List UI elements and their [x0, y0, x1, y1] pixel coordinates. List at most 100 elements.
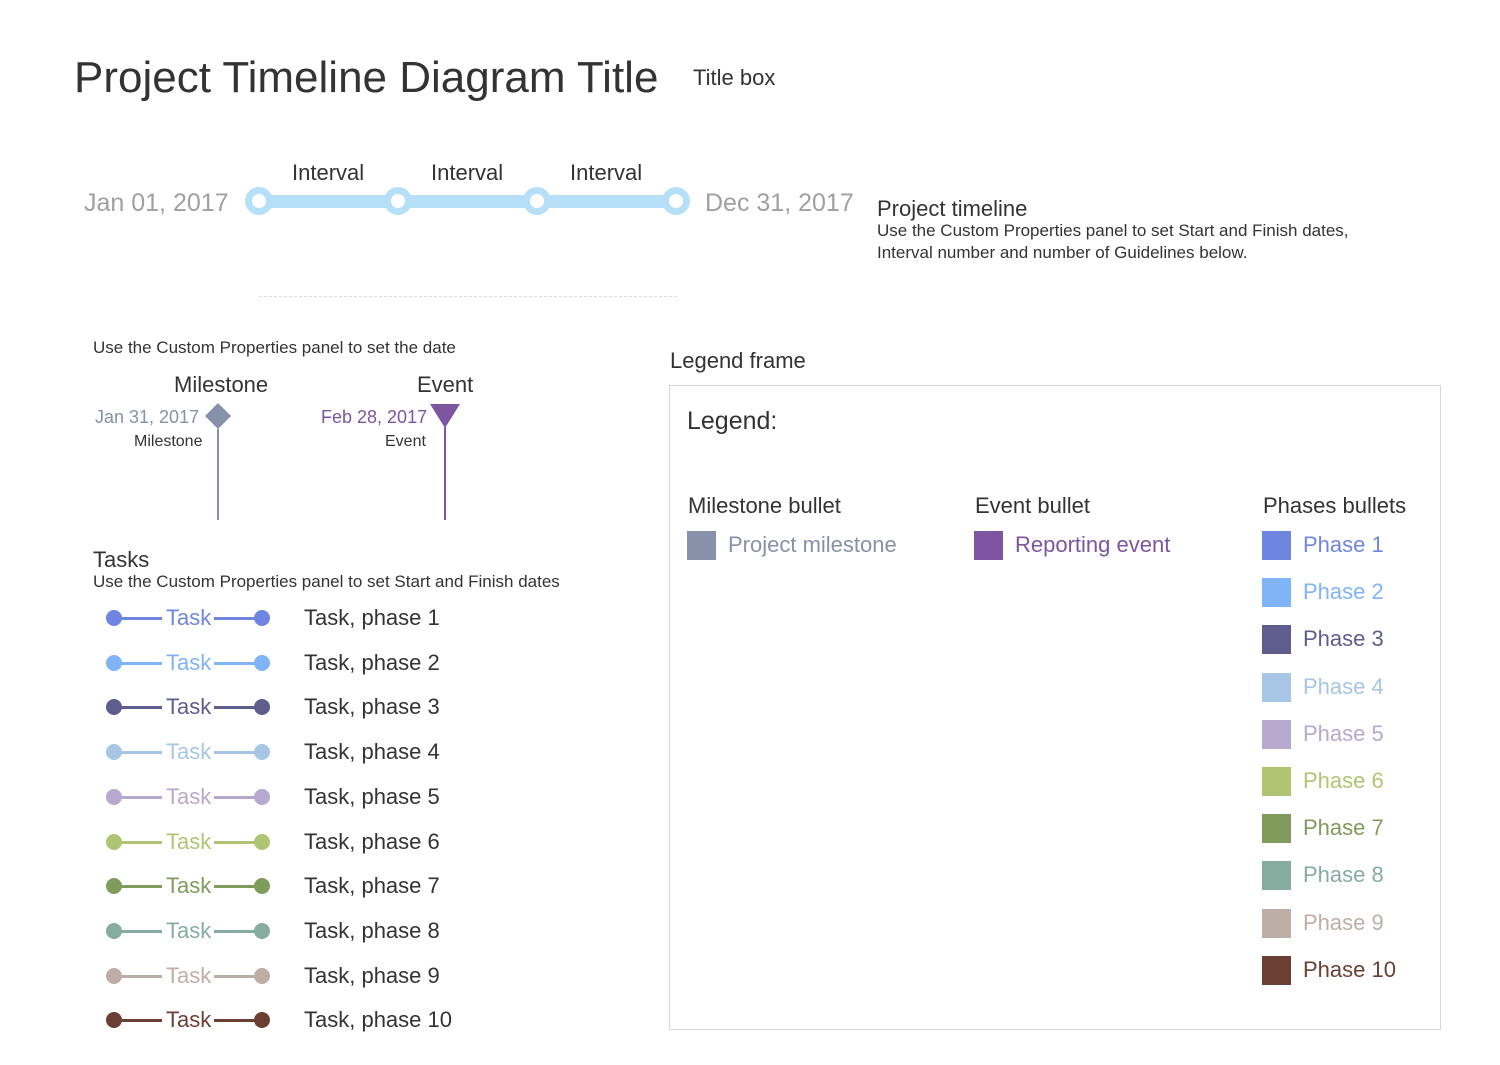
timeline-node[interactable] — [523, 187, 551, 215]
task-row[interactable]: Task Task, phase 8 — [104, 917, 544, 945]
legend-swatch — [1262, 956, 1291, 985]
task-bar[interactable]: Task — [104, 828, 272, 856]
task-description: Task, phase 7 — [304, 873, 440, 898]
task-end-handle[interactable] — [254, 699, 270, 715]
legend-swatch — [1262, 767, 1291, 796]
legend-item-label: Phase 8 — [1303, 862, 1384, 887]
milestone-heading: Milestone — [174, 372, 269, 397]
task-label: Task — [166, 650, 212, 675]
legend-swatch — [687, 531, 716, 560]
event-date: Feb 28, 2017 — [321, 407, 428, 427]
legend-item-label: Phase 1 — [1303, 532, 1384, 557]
task-line — [214, 662, 262, 665]
task-line — [114, 930, 162, 933]
task-bar[interactable]: Task — [104, 649, 272, 677]
task-line — [114, 1019, 162, 1022]
task-label: Task — [166, 694, 212, 719]
timeline-note-line: Use the Custom Properties panel to set S… — [877, 221, 1349, 240]
task-description: Task, phase 10 — [304, 1007, 452, 1032]
event-caption: Event — [385, 433, 426, 450]
task-description: Task, phase 2 — [304, 650, 440, 675]
task-row[interactable]: Task Task, phase 5 — [104, 783, 544, 811]
timeline-start-date: Jan 01, 2017 — [84, 189, 229, 217]
task-end-handle[interactable] — [254, 610, 270, 626]
task-end-handle[interactable] — [254, 923, 270, 939]
task-bar[interactable]: Task — [104, 1006, 272, 1034]
timeline-node[interactable] — [662, 187, 690, 215]
legend-swatch — [1262, 909, 1291, 938]
task-label: Task — [166, 1007, 212, 1032]
legend-item-label: Phase 7 — [1303, 815, 1384, 840]
legend-item-label: Phase 3 — [1303, 626, 1384, 651]
task-row[interactable]: Task Task, phase 2 — [104, 649, 544, 677]
timeline-node[interactable] — [245, 187, 273, 215]
task-row[interactable]: Task Task, phase 1 — [104, 604, 544, 632]
timeline-note-title: Project timeline — [877, 196, 1028, 221]
title-box-label: Title box — [693, 65, 776, 90]
task-row[interactable]: Task Task, phase 4 — [104, 738, 544, 766]
task-end-handle[interactable] — [254, 878, 270, 894]
task-line — [114, 841, 162, 844]
legend-item-label: Phase 2 — [1303, 579, 1384, 604]
task-label: Task — [166, 784, 212, 809]
task-row[interactable]: Task Task, phase 9 — [104, 962, 544, 990]
legend-swatch — [974, 531, 1003, 560]
task-description: Task, phase 4 — [304, 739, 440, 764]
task-label: Task — [166, 873, 212, 898]
legend-swatch — [1262, 861, 1291, 890]
milestone-marker[interactable] — [204, 403, 234, 523]
task-description: Task, phase 5 — [304, 784, 440, 809]
task-end-handle[interactable] — [254, 655, 270, 671]
task-end-handle[interactable] — [254, 744, 270, 760]
task-end-handle[interactable] — [254, 789, 270, 805]
legend-phases-heading: Phases bullets — [1263, 493, 1407, 518]
task-row[interactable]: Task Task, phase 3 — [104, 693, 544, 721]
legend-event-heading: Event bullet — [975, 493, 1090, 518]
task-line — [214, 885, 262, 888]
legend-swatch — [1262, 531, 1291, 560]
task-label: Task — [166, 829, 212, 854]
task-line — [214, 1019, 262, 1022]
legend-item-label: Reporting event — [1015, 532, 1171, 557]
task-end-handle[interactable] — [254, 1012, 270, 1028]
task-description: Task, phase 9 — [304, 963, 440, 988]
task-label: Task — [166, 605, 212, 630]
task-line — [214, 617, 262, 620]
legend-item-label: Project milestone — [728, 532, 897, 557]
task-description: Task, phase 6 — [304, 829, 440, 854]
legend-item-label: Phase 6 — [1303, 768, 1384, 793]
milestone-event-note: Use the Custom Properties panel to set t… — [93, 338, 456, 357]
task-bar[interactable]: Task — [104, 604, 272, 632]
task-row[interactable]: Task Task, phase 6 — [104, 828, 544, 856]
task-bar[interactable]: Task — [104, 962, 272, 990]
task-end-handle[interactable] — [254, 834, 270, 850]
timeline-bar[interactable] — [259, 195, 677, 208]
task-bar[interactable]: Task — [104, 783, 272, 811]
task-bar[interactable]: Task — [104, 693, 272, 721]
task-line — [114, 662, 162, 665]
tasks-note: Use the Custom Properties panel to set S… — [93, 572, 560, 591]
legend-item-label: Phase 4 — [1303, 674, 1384, 699]
legend-title: Legend: — [687, 407, 778, 435]
legend-item-label: Phase 9 — [1303, 910, 1384, 935]
interval-label: Interval — [570, 160, 643, 185]
task-label: Task — [166, 918, 212, 943]
legend-swatch — [1262, 720, 1291, 749]
legend-swatch — [1262, 673, 1291, 702]
task-bar[interactable]: Task — [104, 738, 272, 766]
task-line — [214, 706, 262, 709]
task-line — [114, 796, 162, 799]
task-line — [114, 706, 162, 709]
task-line — [214, 841, 262, 844]
task-end-handle[interactable] — [254, 968, 270, 984]
event-marker[interactable] — [429, 403, 461, 523]
task-description: Task, phase 3 — [304, 694, 440, 719]
task-bar[interactable]: Task — [104, 917, 272, 945]
legend-frame[interactable] — [669, 385, 1441, 1030]
task-line — [114, 885, 162, 888]
timeline-guideline — [259, 296, 677, 297]
task-bar[interactable]: Task — [104, 872, 272, 900]
timeline-node[interactable] — [384, 187, 412, 215]
task-row[interactable]: Task Task, phase 7 — [104, 872, 544, 900]
task-row[interactable]: Task Task, phase 10 — [104, 1006, 544, 1034]
